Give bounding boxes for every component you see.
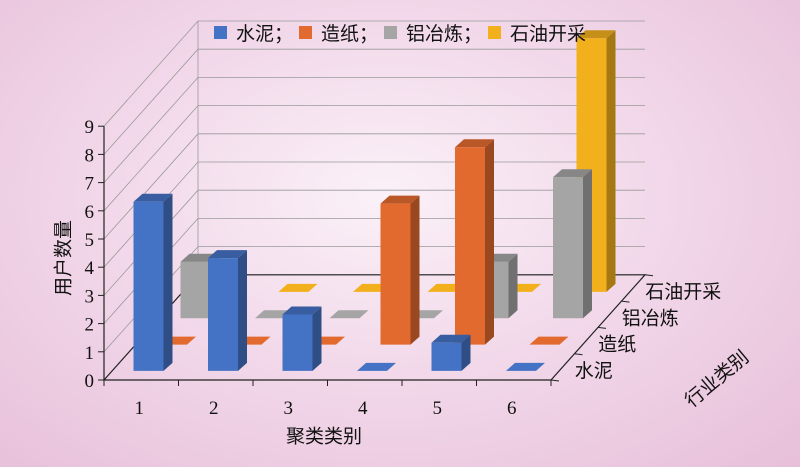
bar-cement-3-top: [282, 306, 322, 315]
depth-tick: [644, 274, 654, 277]
bar-oil-2-zero: [278, 283, 318, 292]
depth-tick-label-cement: 水泥: [575, 360, 613, 382]
y-tick-label: 2: [85, 315, 95, 336]
bar-cement-1: [133, 193, 173, 371]
legend-item-cement: 水泥；: [213, 19, 293, 46]
bar-aluminum-6: [553, 169, 592, 319]
bar-aluminum-6-front: [553, 177, 583, 319]
bar-cement-6-zero: [506, 362, 545, 371]
bar-cement-2-top: [208, 250, 247, 259]
depth-tick: [597, 326, 607, 329]
bar-cement-1-top: [133, 193, 173, 202]
bar-oil-6-top: [576, 30, 616, 39]
legend-item-aluminum: 铝冶炼；: [384, 19, 482, 46]
gridline: [103, 48, 645, 155]
y-axis-title: 用户数量: [52, 219, 75, 297]
legend: 水泥； 造纸； 铝冶炼； 石油开采: [0, 19, 800, 46]
bar-aluminum-6-side: [583, 169, 592, 319]
bar-paper-6-zero: [529, 336, 569, 345]
bar-cement-2: [208, 250, 247, 371]
y-tick-label: 6: [85, 202, 95, 223]
x-tick-label: 1: [135, 398, 145, 419]
depth-tick-label-oil: 石油开采: [645, 281, 721, 303]
bar-paper-5-front: [455, 147, 485, 345]
x-axis-title: 聚类类别: [285, 425, 363, 448]
bar-paper-5-side: [485, 139, 494, 345]
legend-swatch-paper: [298, 26, 312, 39]
bar-cement-4-zero: [357, 362, 396, 371]
bar-paper-4-side: [410, 195, 420, 345]
y-tick-label: 9: [85, 117, 95, 138]
bar-paper-4: [380, 195, 420, 345]
legend-item-oil: 石油开采: [488, 19, 586, 46]
legend-swatch-oil: [488, 26, 502, 39]
bar-paper-4-top: [380, 195, 420, 204]
bar-aluminum-5-side: [508, 253, 518, 319]
legend-label-aluminum: 铝冶炼；: [406, 23, 483, 45]
bar-aluminum-3: [329, 310, 369, 319]
bar-cement-1-front: [133, 201, 164, 371]
bar-aluminum-3-zero: [329, 310, 369, 319]
bar-oil-2: [278, 283, 318, 292]
bar-cement-2-front: [208, 258, 238, 371]
bar-cement-5: [431, 334, 471, 371]
bar-oil-6-side: [606, 30, 616, 292]
depth-tick: [574, 353, 583, 356]
bar-paper-4-front: [380, 203, 411, 345]
legend-item-paper: 造纸；: [298, 19, 378, 46]
x-tick-label: 6: [507, 398, 517, 419]
x-tick-label: 5: [433, 398, 443, 419]
bar-cement-3: [282, 306, 322, 371]
depth-tick: [550, 379, 560, 382]
y-tick-label: 1: [85, 343, 95, 364]
y-tick-label: 7: [85, 174, 95, 195]
legend-label-cement: 水泥；: [235, 23, 293, 45]
x-tick-label: 4: [358, 398, 368, 419]
y-tick-label: 8: [85, 145, 95, 166]
bar-paper-5: [455, 139, 494, 345]
legend-label-paper: 造纸；: [320, 23, 378, 45]
depth-tick: [621, 300, 630, 303]
bar-cement-6: [506, 362, 545, 371]
legend-swatch-aluminum: [384, 26, 397, 39]
y-tick-label: 5: [85, 230, 95, 251]
bar-cement-1-side: [163, 193, 173, 371]
bar-cement-2-side: [238, 250, 247, 371]
bar-aluminum-6-top: [553, 169, 592, 178]
gridline: [103, 77, 645, 183]
y-tick-label: 0: [85, 371, 95, 392]
bar-cement-3-side: [312, 306, 322, 371]
bar-paper-6: [529, 336, 569, 345]
depth-tick-label-aluminum: 铝冶炼: [622, 307, 679, 329]
depth-tick-label-paper: 造纸: [598, 334, 636, 356]
bar-aluminum-1-front: [180, 261, 211, 319]
bar-paper-5-top: [455, 139, 494, 148]
bar-cement-5-front: [431, 342, 462, 371]
bar-cement-5-side: [461, 334, 471, 371]
legend-swatch-cement: [213, 26, 227, 39]
bar-cement-5-top: [431, 334, 471, 343]
y-tick-label: 3: [85, 286, 95, 307]
x-tick-label: 3: [284, 398, 294, 419]
y-tick-label: 4: [85, 258, 95, 279]
x-tick-label: 2: [209, 398, 219, 419]
bar-cement-4: [357, 362, 396, 371]
legend-label-oil: 石油开采: [510, 23, 587, 45]
bar-cement-3-front: [282, 314, 313, 371]
